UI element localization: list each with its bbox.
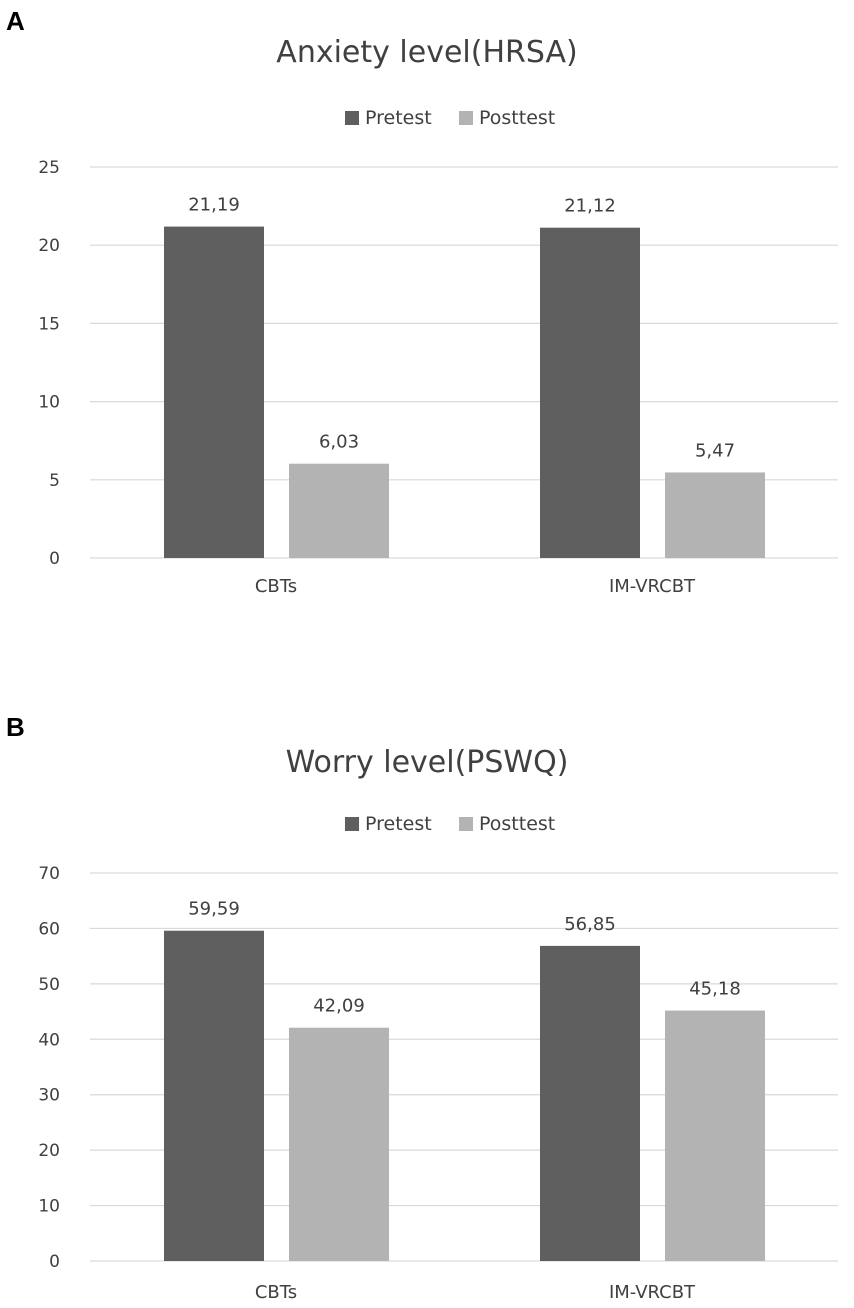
bar-posttest-0 (289, 463, 389, 558)
x-category-label: IM-VRCBT (609, 576, 696, 597)
data-label: 5,47 (695, 440, 735, 461)
legend-label-posttest: Posttest (479, 813, 555, 835)
data-label: 21,12 (564, 196, 616, 217)
x-category-label: IM-VRCBT (609, 1282, 696, 1303)
data-label: 21,19 (188, 195, 240, 216)
legend-label-pretest: Pretest (365, 813, 432, 835)
worry-chart: Worry level(PSWQ) Pretest Posttest 0 10 20 30 4… (38, 745, 838, 1303)
y-tick-label: 70 (38, 864, 60, 884)
legend-label-posttest: Posttest (479, 107, 555, 129)
y-tick-label: 50 (38, 975, 60, 995)
y-tick-label: 0 (49, 1252, 60, 1272)
chart-title: Worry level(PSWQ) (286, 745, 569, 780)
y-tick-label: 10 (38, 393, 60, 413)
data-label: 56,85 (564, 914, 616, 935)
legend-swatch-pretest (345, 817, 359, 831)
bar-pretest-0 (164, 226, 264, 559)
bar-pretest-1 (540, 945, 640, 1261)
bar-pretest-1 (540, 227, 640, 558)
x-category-label: CBTs (255, 576, 297, 597)
y-tick-label: 30 (38, 1086, 60, 1106)
legend-swatch-pretest (345, 111, 359, 125)
panel-label-b: B (6, 712, 25, 742)
y-tick-label: 15 (38, 314, 60, 334)
y-tick-label: 5 (49, 471, 60, 491)
legend-label-pretest: Pretest (365, 107, 432, 129)
bar-posttest-1 (665, 472, 765, 558)
anxiety-chart: Anxiety level(HRSA) Pretest Posttest 0 5 10 15… (38, 35, 838, 597)
data-label: 59,59 (188, 899, 240, 920)
data-label: 42,09 (313, 996, 365, 1017)
chart-title: Anxiety level(HRSA) (276, 35, 577, 70)
y-tick-label: 40 (38, 1030, 60, 1050)
y-tick-label: 0 (49, 549, 60, 569)
data-label: 6,03 (319, 432, 359, 453)
bar-pretest-0 (164, 930, 264, 1261)
panel-label-a: A (6, 6, 25, 36)
x-category-label: CBTs (255, 1282, 297, 1303)
bar-posttest-0 (289, 1027, 389, 1261)
y-tick-label: 60 (38, 919, 60, 939)
legend-swatch-posttest (459, 111, 473, 125)
legend-swatch-posttest (459, 817, 473, 831)
y-tick-label: 25 (38, 158, 60, 178)
data-label: 45,18 (689, 979, 741, 1000)
bar-posttest-1 (665, 1010, 765, 1261)
y-tick-label: 10 (38, 1197, 60, 1217)
y-tick-label: 20 (38, 1141, 60, 1161)
y-tick-label: 20 (38, 236, 60, 256)
